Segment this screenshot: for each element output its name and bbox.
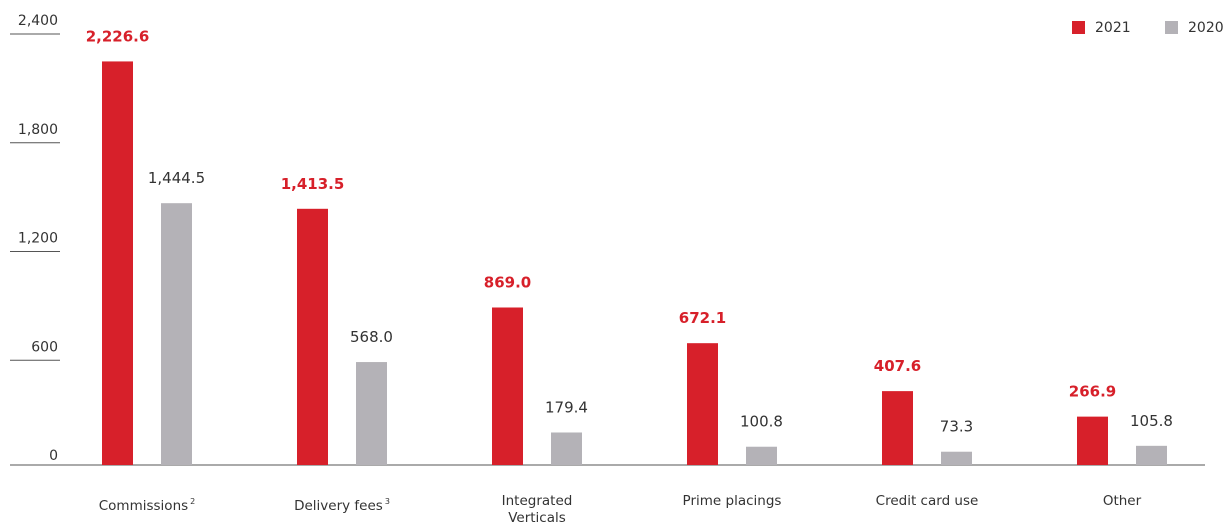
footnote-mark: 3	[384, 497, 390, 506]
value-label: 869.0	[484, 273, 531, 291]
value-label: 1,444.5	[148, 169, 205, 187]
bar	[882, 391, 913, 465]
x-tick-label: Prime placings	[667, 493, 797, 510]
x-tick-label: Delivery fees 3	[277, 493, 407, 515]
value-label: 2,226.6	[86, 27, 150, 45]
y-tick-label: 0	[49, 448, 58, 464]
bar	[492, 307, 523, 465]
bar	[102, 61, 133, 466]
x-tick-label: Credit card use	[862, 493, 992, 510]
value-label: 179.4	[545, 398, 588, 416]
bar	[941, 451, 972, 465]
x-tick-label: Other	[1057, 493, 1187, 510]
bar	[356, 362, 387, 465]
value-label: 100.8	[740, 413, 783, 431]
value-label: 105.8	[1130, 412, 1173, 430]
x-tick-label: Integrated Verticals	[492, 493, 582, 527]
category: Delivery fees	[294, 498, 383, 514]
category: Commissions	[98, 498, 189, 514]
legend-swatch	[1165, 21, 1178, 34]
bar	[1077, 416, 1108, 465]
bar	[687, 343, 718, 465]
bar	[297, 208, 328, 465]
footnote-mark: 2	[190, 497, 196, 506]
value-label: 1,413.5	[281, 175, 345, 193]
bar	[1136, 445, 1167, 465]
y-tick-label: 1,200	[18, 231, 58, 247]
bar	[551, 432, 582, 465]
bar	[161, 203, 192, 465]
value-label: 568.0	[350, 328, 393, 346]
x-tick-label: Commissions 2	[82, 493, 212, 515]
y-tick-label: 600	[31, 339, 58, 355]
category: Prime placings	[682, 493, 782, 509]
value-label: 407.6	[874, 357, 921, 375]
y-tick-label: 2,400	[18, 13, 58, 29]
legend-label: 2020	[1188, 20, 1224, 36]
category: Integrated Verticals	[501, 493, 573, 526]
category: Credit card use	[875, 493, 979, 509]
legend-swatch	[1072, 21, 1085, 34]
value-label: 266.9	[1069, 383, 1116, 401]
bar	[746, 446, 777, 465]
y-tick-label: 1,800	[18, 122, 58, 138]
value-label: 73.3	[940, 418, 973, 436]
value-label: 672.1	[679, 309, 726, 327]
legend-label: 2021	[1095, 20, 1131, 36]
category: Other	[1102, 493, 1142, 509]
